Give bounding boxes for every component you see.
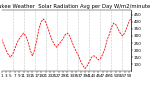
Title: Milwaukee Weather  Solar Radiation Avg per Day W/m2/minute: Milwaukee Weather Solar Radiation Avg pe… xyxy=(0,4,150,9)
